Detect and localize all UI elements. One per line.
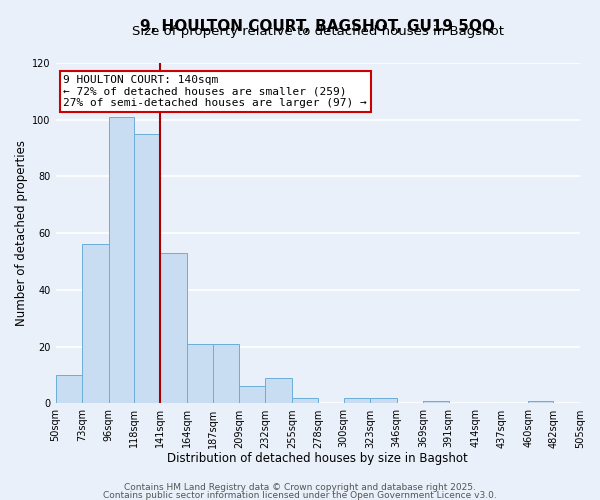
Bar [214,344,239,404]
Bar [56,375,82,404]
Bar [187,344,214,404]
Bar [423,400,449,404]
X-axis label: Distribution of detached houses by size in Bagshot: Distribution of detached houses by size … [167,452,468,465]
Bar [292,398,319,404]
Text: Contains public sector information licensed under the Open Government Licence v3: Contains public sector information licen… [103,490,497,500]
Title: Size of property relative to detached houses in Bagshot: Size of property relative to detached ho… [132,25,504,38]
Bar [109,116,134,404]
Bar [370,398,397,404]
Y-axis label: Number of detached properties: Number of detached properties [15,140,28,326]
Bar [82,244,109,404]
Bar [528,400,553,404]
Text: 9 HOULTON COURT: 140sqm
← 72% of detached houses are smaller (259)
27% of semi-d: 9 HOULTON COURT: 140sqm ← 72% of detache… [64,74,367,108]
Bar [239,386,265,404]
Bar [344,398,370,404]
Bar [134,134,160,404]
Text: 9, HOULTON COURT, BAGSHOT, GU19 5QQ: 9, HOULTON COURT, BAGSHOT, GU19 5QQ [140,19,495,34]
Bar [265,378,292,404]
Text: Contains HM Land Registry data © Crown copyright and database right 2025.: Contains HM Land Registry data © Crown c… [124,484,476,492]
Bar [160,253,187,404]
